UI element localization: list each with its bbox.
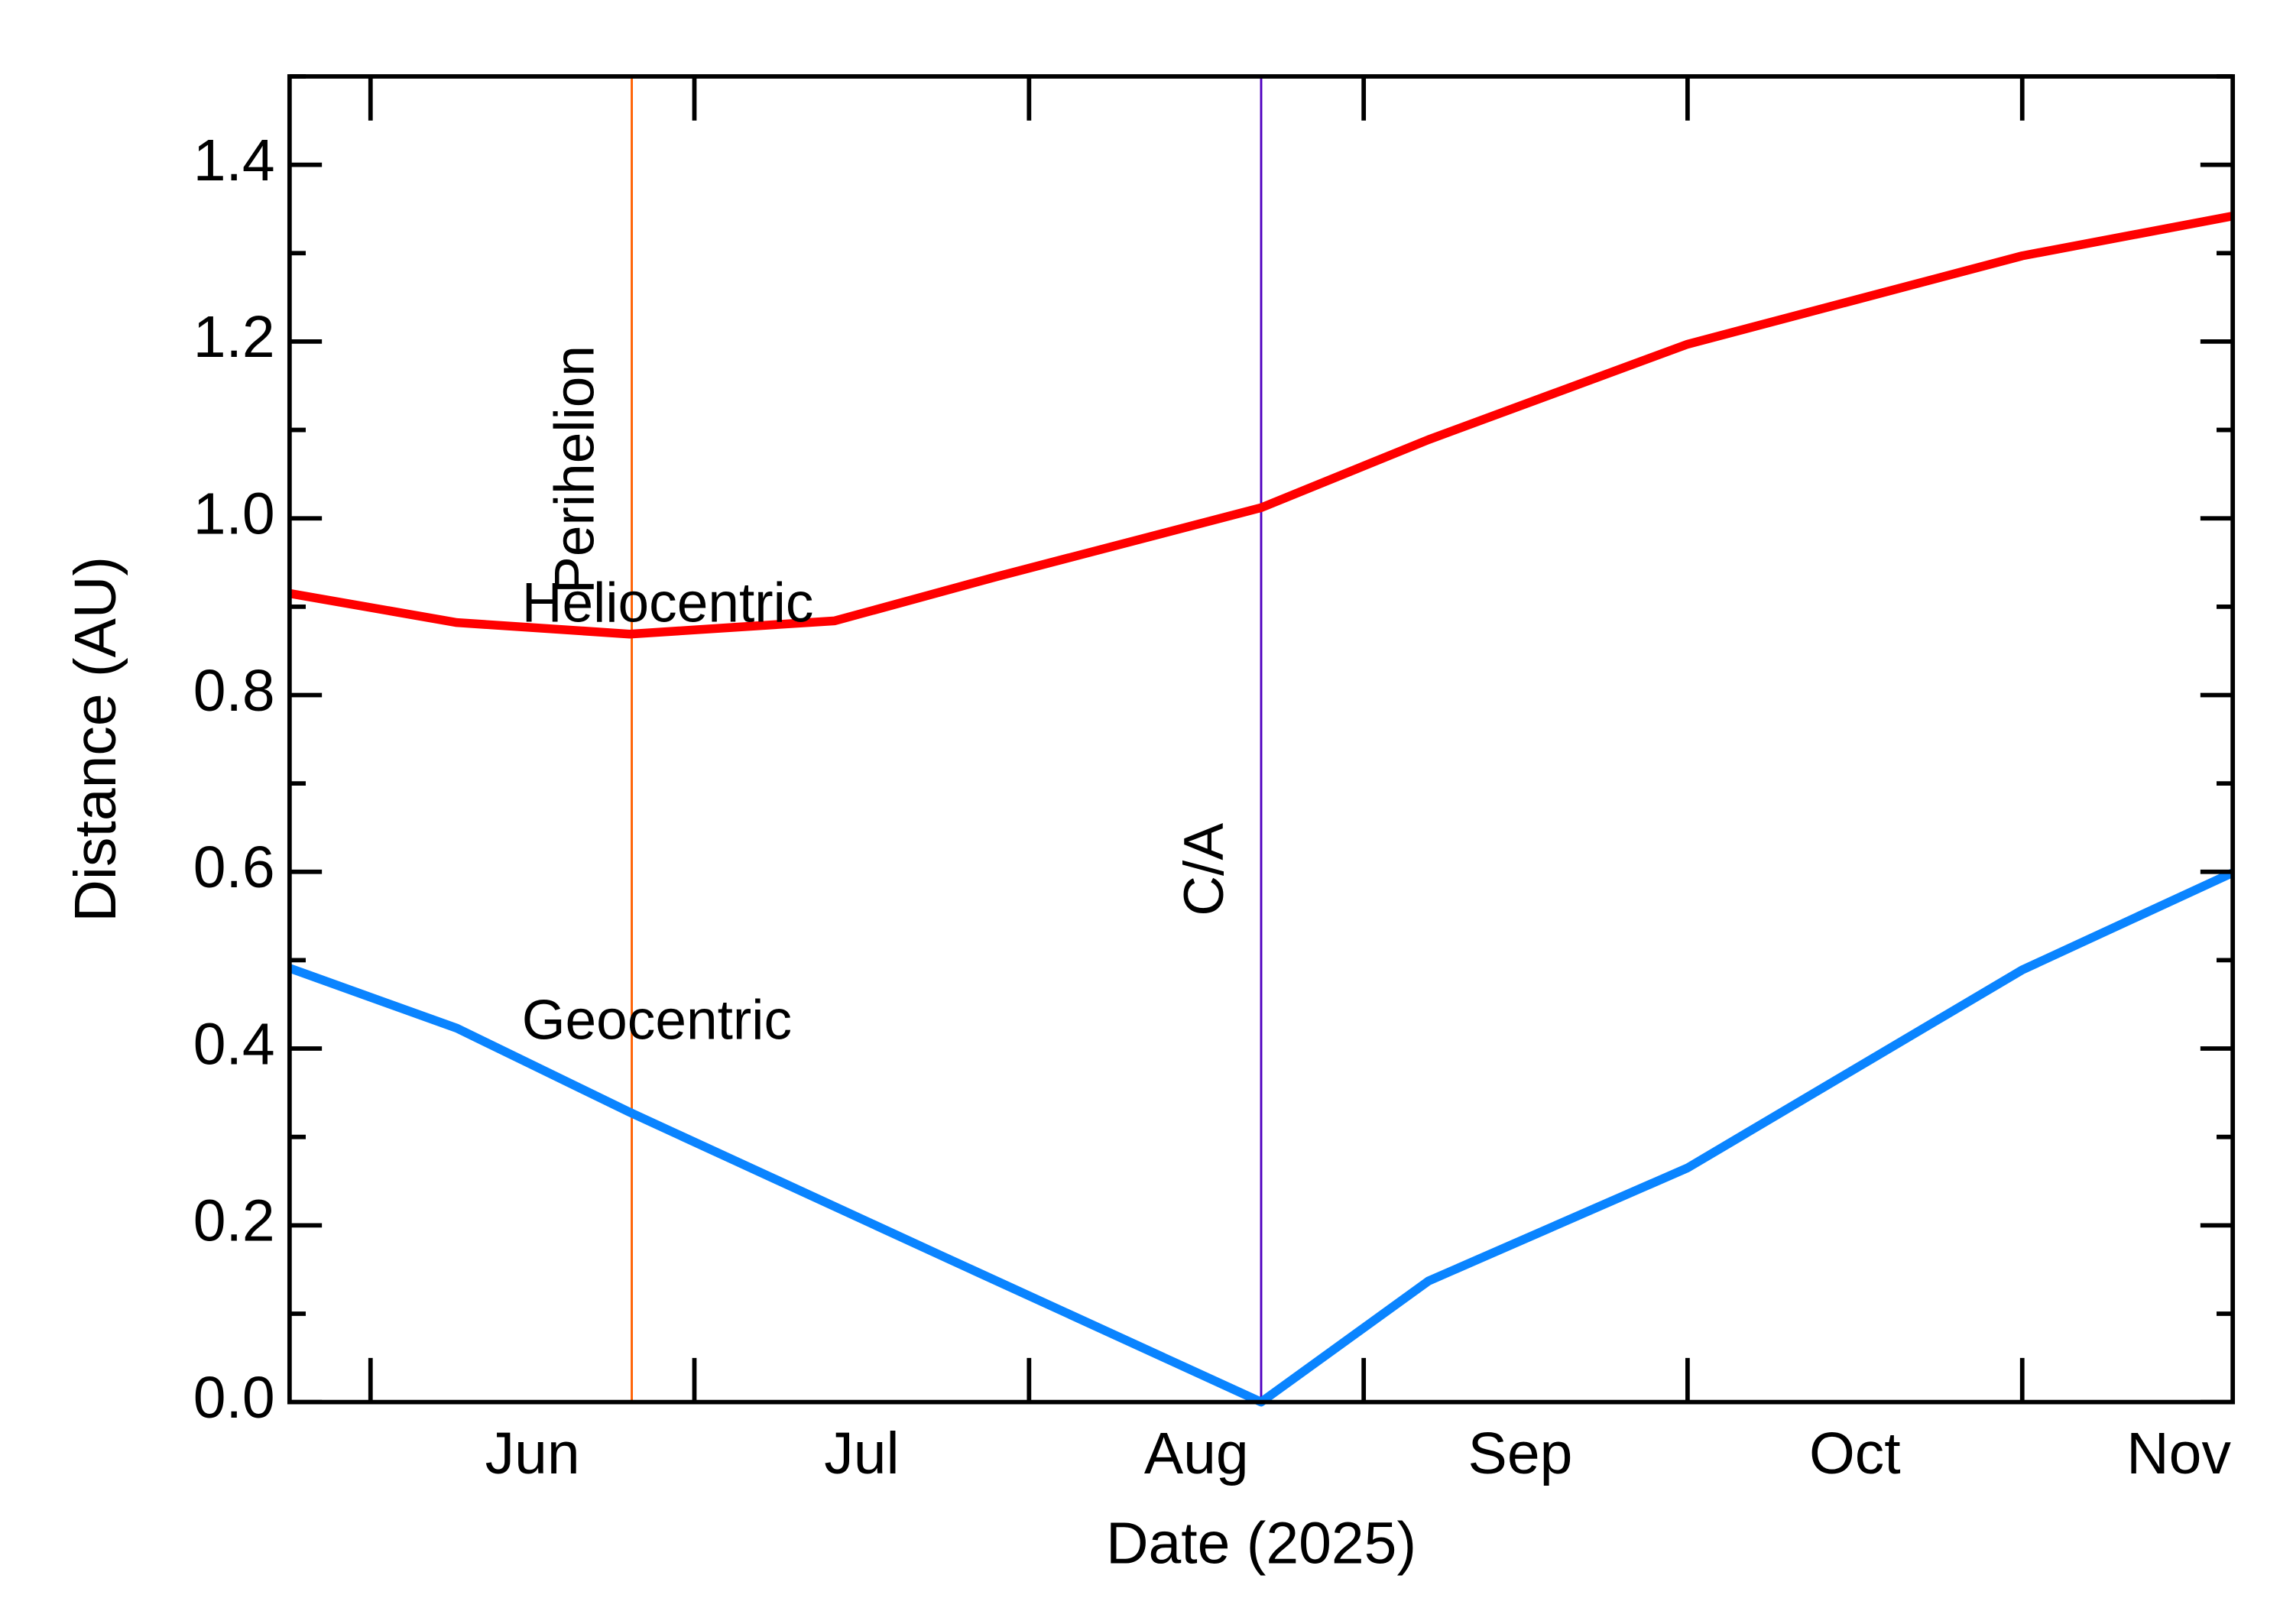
x-tick-label: Oct [1809,1421,1901,1486]
x-tick-label: Jun [485,1421,580,1486]
series-label: Heliocentric [522,572,814,634]
y-axis-title: Distance (AU) [63,556,128,922]
y-tick-label: 0.4 [193,1011,275,1077]
y-tick-label: 0.0 [193,1365,275,1431]
y-tick-label: 0.6 [193,835,275,900]
y-tick-label: 0.2 [193,1188,275,1254]
series-line [288,212,2234,639]
y-tick-label: 1.0 [193,481,275,547]
series-label: Geocentric [522,990,792,1052]
y-tick-label: 0.8 [193,658,275,724]
x-tick-label: Jul [824,1421,899,1486]
y-tick-label: 1.2 [193,304,275,370]
marker-label: Perihelion [544,345,606,594]
x-tick-label: Nov [2126,1421,2231,1486]
x-tick-label: Aug [1144,1421,1249,1486]
x-tick-label: Sep [1468,1421,1573,1486]
marker-label: C/A [1173,823,1235,916]
y-tick-label: 1.4 [193,128,275,193]
plot-frame [287,74,2236,1405]
x-axis-title: Date (2025) [1106,1510,1416,1576]
